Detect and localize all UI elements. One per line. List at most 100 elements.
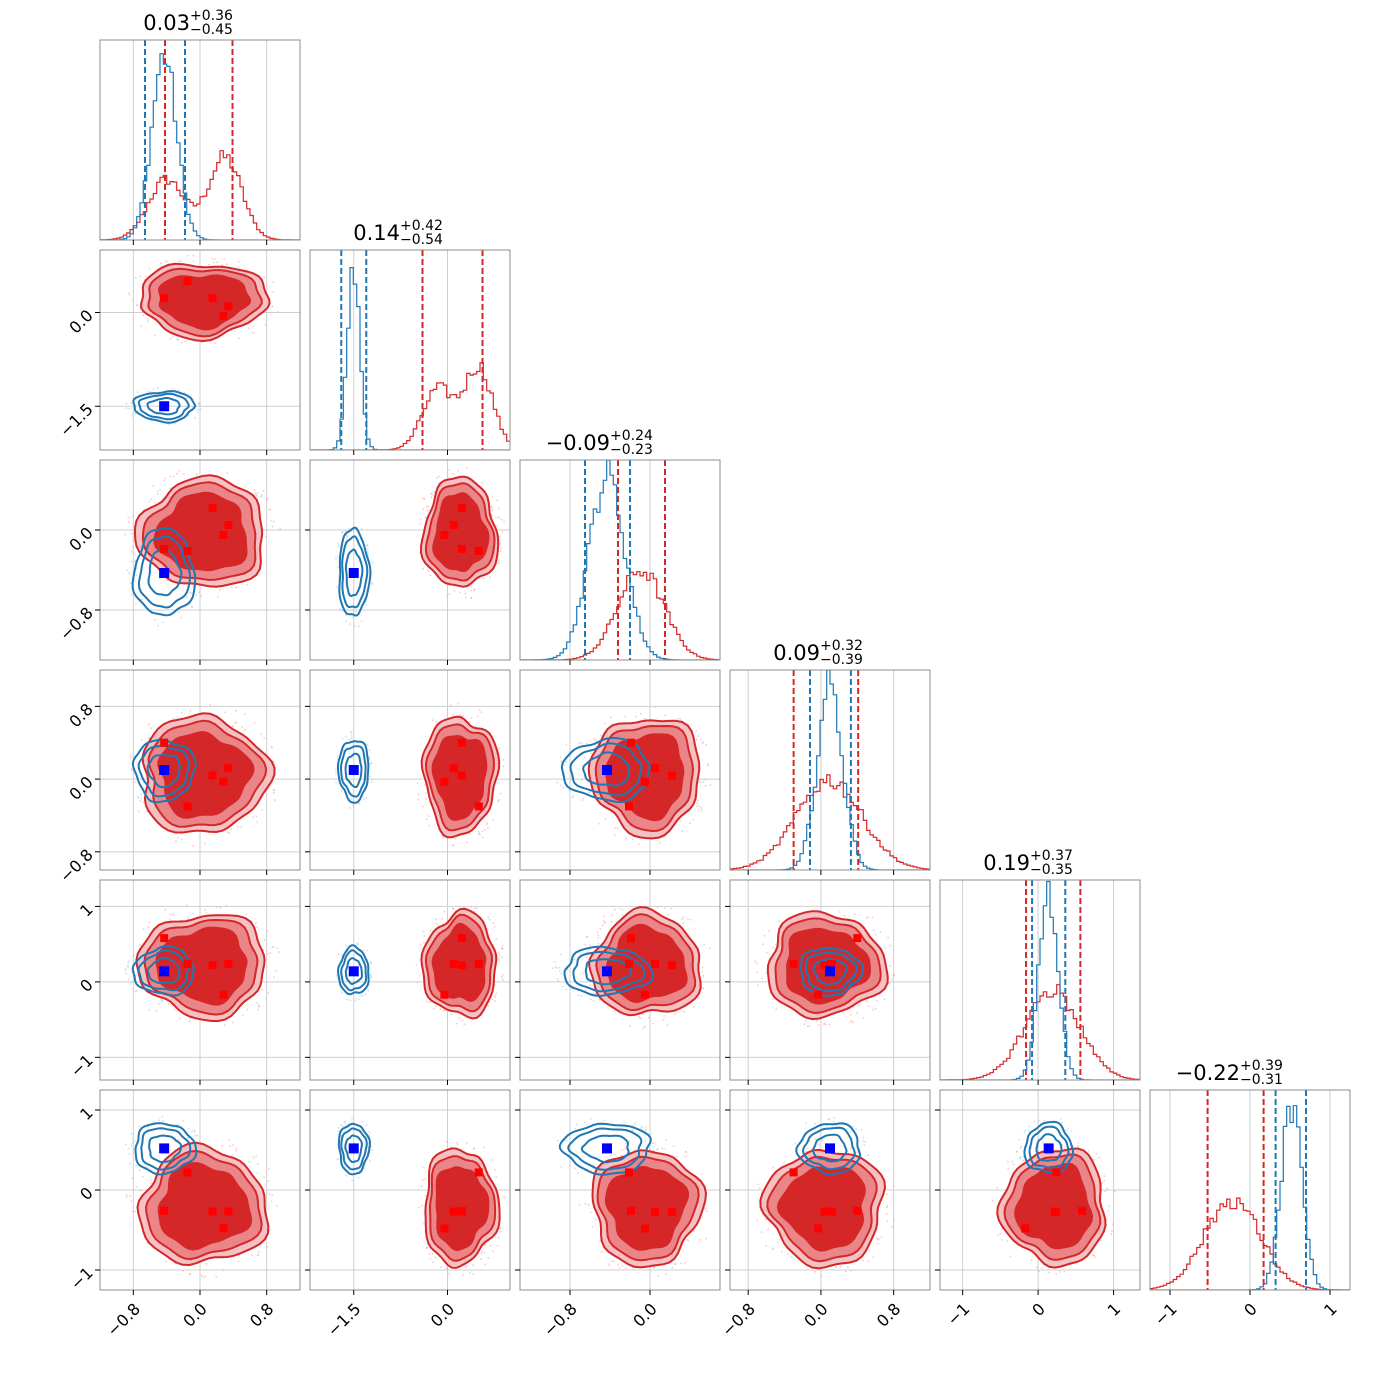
blue-scatter-point — [334, 557, 337, 560]
red-scatter-point — [763, 934, 766, 937]
blue-scatter-point — [129, 982, 132, 985]
red-scatter-point — [458, 1017, 461, 1020]
blue-scatter-point — [352, 804, 354, 807]
red-scatter-point — [707, 764, 710, 767]
red-scatter-point — [169, 913, 172, 916]
red-scatter-point — [237, 1260, 240, 1263]
red-mode-marker-1 — [160, 934, 169, 943]
red-scatter-point — [435, 922, 438, 925]
red-scatter-point — [422, 1166, 425, 1169]
red-scatter-point — [705, 1210, 708, 1213]
red-scatter-point — [878, 1238, 880, 1241]
red-scatter-point — [263, 938, 266, 941]
red-scatter-point — [474, 907, 476, 909]
blue-scatter-point — [794, 1142, 797, 1145]
blue-scatter-point — [125, 972, 127, 975]
panel-body — [756, 1117, 895, 1277]
red-scatter-point — [480, 1258, 482, 1261]
blue-scatter-point — [828, 1117, 831, 1120]
blue-scatter-point — [1020, 1145, 1023, 1148]
red-scatter-point — [150, 727, 152, 730]
blue-contour-inner — [147, 548, 183, 597]
red-scatter-point — [165, 260, 168, 262]
title-3-minus: −0.39 — [820, 652, 863, 668]
red-scatter-point — [1030, 1259, 1033, 1262]
red-scatter-point — [631, 838, 634, 841]
blue-scatter-point — [585, 1124, 588, 1126]
red-scatter-point — [868, 1249, 871, 1252]
red-scatter-point — [415, 963, 418, 966]
red-scatter-point — [155, 1010, 158, 1012]
red-scatter-point — [693, 1230, 695, 1233]
red-scatter-point — [613, 834, 616, 837]
blue-scatter-point — [650, 1132, 653, 1135]
red-scatter-point — [1111, 1230, 1113, 1232]
red-scatter-point — [255, 815, 258, 818]
red-scatter-point — [610, 1154, 613, 1157]
red-scatter-point — [146, 317, 149, 320]
red-scatter-point — [148, 1009, 150, 1011]
red-scatter-point — [805, 1019, 807, 1022]
panel-body — [310, 250, 510, 450]
red-scatter-point — [589, 984, 592, 987]
red-scatter-point — [192, 912, 195, 915]
red-scatter-point — [613, 1010, 616, 1013]
red-scatter-point — [498, 559, 500, 561]
red-scatter-point — [756, 962, 758, 965]
red-scatter-point — [235, 1149, 238, 1152]
red-scatter-point — [189, 1273, 192, 1275]
red-scatter-point — [603, 921, 606, 924]
red-scatter-point — [856, 1011, 858, 1014]
red-mode-marker-2 — [183, 547, 192, 555]
panel-5-2: −0.8 0.0 — [515, 1089, 721, 1340]
red-scatter-point — [135, 1186, 138, 1188]
blue-scatter-point — [336, 566, 339, 569]
red-scatter-point — [854, 913, 856, 916]
panel-4-3 — [725, 879, 931, 1085]
red-scatter-point — [272, 945, 275, 948]
blue-contour-middle — [1028, 1125, 1070, 1169]
red-scatter-point — [893, 973, 896, 976]
red-scatter-point — [488, 918, 491, 921]
red-scatter-point — [1012, 1163, 1015, 1166]
panel-body — [940, 880, 1140, 1080]
blue-scatter-point — [851, 1125, 854, 1128]
title-0-minus: −0.45 — [190, 22, 233, 38]
red-scatter-point — [677, 717, 680, 720]
blue-scatter-point — [589, 998, 592, 1001]
red-scatter-point — [888, 982, 891, 985]
red-scatter-point — [621, 1149, 624, 1151]
blue-scatter-point — [126, 964, 129, 967]
red-scatter-point — [892, 1185, 895, 1188]
blue-scatter-point — [560, 1165, 563, 1168]
blue-scatter-point — [371, 581, 373, 584]
blue-scatter-point — [1024, 1129, 1027, 1132]
red-scatter-point — [599, 1239, 602, 1242]
red-scatter-point — [862, 1017, 865, 1019]
red-scatter-point — [818, 1144, 820, 1147]
x-ticklabel-0: −0.8 — [718, 1299, 759, 1340]
red-scatter-point — [621, 1265, 624, 1267]
red-scatter-point — [258, 1005, 260, 1008]
red-mode-marker-0 — [208, 1207, 217, 1216]
red-scatter-point — [852, 1021, 855, 1024]
blue-contour-inner — [344, 548, 364, 598]
blue-scatter-point — [369, 775, 371, 778]
red-scatter-point — [478, 709, 481, 712]
red-scatter-point — [703, 943, 706, 946]
red-scatter-point — [486, 826, 489, 829]
title-4-plus: +0.37 — [1030, 848, 1073, 864]
red-scatter-point — [484, 1263, 486, 1266]
red-scatter-point — [1093, 1158, 1096, 1161]
red-scatter-point — [172, 913, 175, 916]
red-scatter-point — [823, 1022, 826, 1025]
blue-scatter-point — [556, 978, 559, 980]
red-scatter-point — [454, 837, 456, 840]
blue-scatter-point — [129, 582, 132, 584]
red-scatter-point — [470, 717, 473, 720]
red-scatter-point — [611, 1260, 613, 1263]
title-0-value: 0.03 — [143, 11, 190, 35]
red-scatter-point — [618, 907, 621, 910]
red-scatter-point — [886, 1193, 888, 1196]
red-scatter-point — [500, 547, 503, 550]
